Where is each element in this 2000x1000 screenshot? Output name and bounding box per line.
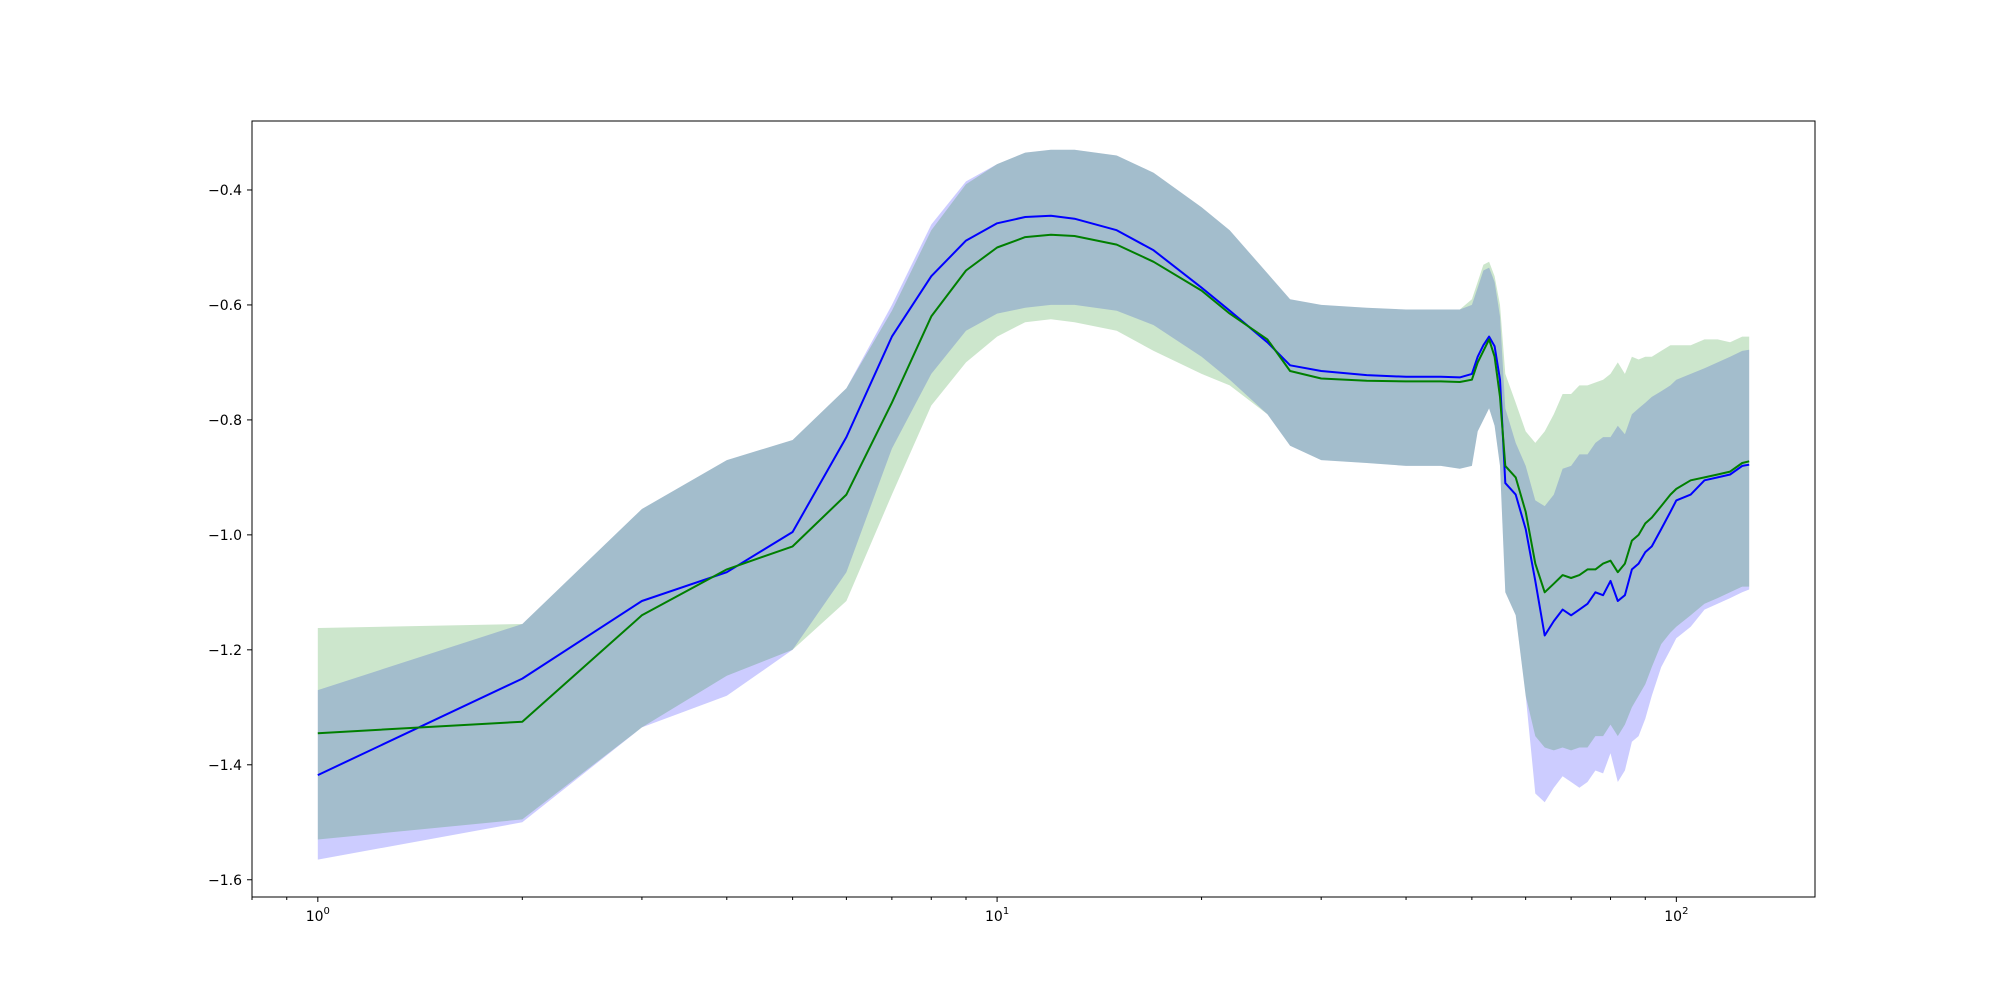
confidence-band-2: [317, 149, 1750, 840]
x-tick-label: 102: [1664, 906, 1688, 925]
x-tick-label: 100: [306, 906, 330, 925]
confidence-band-1: [317, 149, 1750, 860]
y-tick-label: −1.4: [208, 758, 242, 774]
y-tick-label: −1.0: [208, 528, 242, 544]
x-tick-base: 10: [985, 909, 1003, 925]
series-line-2: [317, 233, 1750, 735]
confidence-bands: [317, 149, 1750, 860]
y-axis: −0.4 −0.6 −0.8 −1.0 −1.2 −1.4 −1.6: [208, 183, 252, 889]
x-axis: 100 101 102: [251, 897, 1688, 925]
x-tick-base: 10: [306, 909, 324, 925]
x-tick-exponent: 0: [324, 906, 330, 917]
x-tick-label: 101: [985, 906, 1009, 925]
series-lines: [317, 214, 1750, 777]
y-tick-label: −1.6: [208, 873, 242, 889]
series-line-1: [317, 214, 1750, 777]
y-tick-label: −0.6: [208, 298, 242, 314]
x-tick-exponent: 1: [1003, 906, 1009, 917]
y-tick-label: −0.4: [208, 183, 242, 199]
x-tick-base: 10: [1664, 909, 1682, 925]
y-tick-label: −0.8: [208, 413, 242, 429]
x-tick-exponent: 2: [1682, 906, 1688, 917]
y-tick-label: −1.2: [208, 643, 242, 659]
plot-area-frame: [251, 120, 1816, 898]
